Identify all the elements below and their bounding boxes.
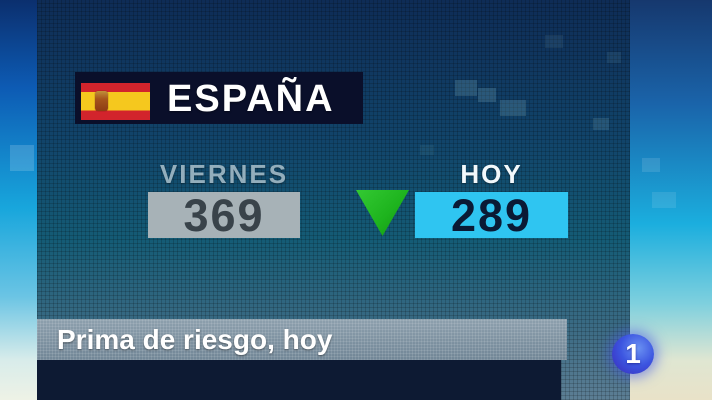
caption-band: Prima de riesgo, hoy — [37, 319, 567, 360]
mosaic-tile — [593, 118, 609, 130]
country-name: ESPAÑA — [167, 78, 335, 120]
background-square — [652, 192, 676, 208]
background-square — [642, 158, 660, 172]
current-day-label: HOY — [460, 159, 523, 189]
mosaic-tile — [500, 100, 526, 116]
lower-navy-bar — [37, 360, 561, 400]
mosaic-tile — [420, 145, 434, 155]
mosaic-tile — [478, 88, 496, 102]
country-header-bar: ESPAÑA — [75, 72, 363, 124]
current-value-box: 289 — [415, 192, 568, 239]
mosaic-tile — [607, 52, 621, 63]
mosaic-tile — [455, 80, 477, 96]
caption-text: Prima de riesgo, hoy — [57, 324, 333, 355]
background-gradient-right — [630, 0, 712, 400]
previous-day-label: VIERNES — [159, 159, 289, 189]
previous-value-box: 369 — [148, 192, 300, 239]
channel-logo-la1: 1 — [612, 334, 654, 374]
background-gradient-left — [0, 0, 37, 400]
background-square — [10, 145, 34, 171]
spain-flag-icon — [81, 83, 150, 120]
mosaic-tile — [545, 35, 563, 48]
spain-coat-of-arms-icon — [95, 91, 108, 111]
